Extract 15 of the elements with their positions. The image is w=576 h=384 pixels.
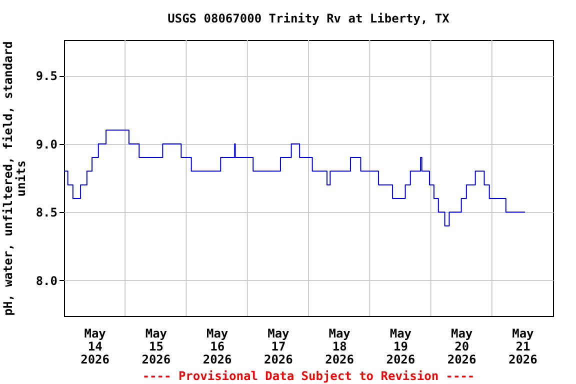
y-tick-label: 8.0 (36, 274, 58, 288)
y-axis-title: pH, water, unfiltered, field, standard units (0, 41, 28, 316)
x-tick-label: May 15 2026 (142, 326, 171, 366)
x-tick-label: May 16 2026 (202, 326, 232, 366)
x-tick-label: May 19 2026 (386, 326, 416, 366)
y-tick-label: 9.5 (36, 69, 58, 84)
y-tick-label: 9.0 (36, 137, 58, 152)
x-tick-label: May 17 2026 (264, 326, 293, 366)
x-tick-label: May 18 2026 (325, 326, 354, 366)
chart-title: USGS 08067000 Trinity Rv at Liberty, TX (168, 12, 450, 26)
y-tick-label: 8.5 (36, 206, 58, 220)
x-tick-label: May 14 2026 (80, 326, 110, 366)
text: ---- Provisional Data Subject to Revision ---- (142, 369, 475, 383)
x-tick-label: May 21 2026 (508, 326, 538, 366)
x-tick-label: May 20 2026 (447, 326, 476, 366)
